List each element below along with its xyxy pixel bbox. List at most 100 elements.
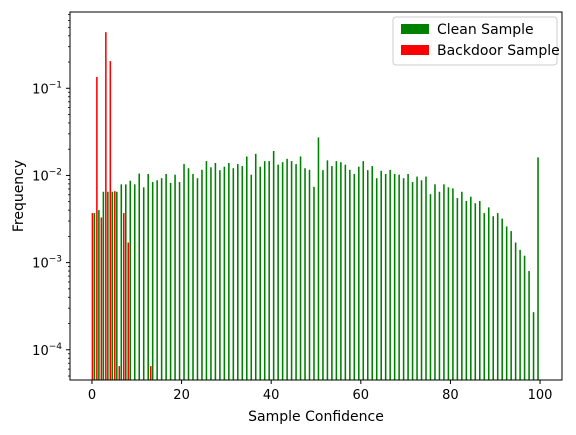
clean-sample-bar (349, 169, 351, 380)
clean-sample-bar (156, 180, 158, 380)
clean-sample-bar (487, 207, 490, 380)
y-tick-label: 10−3 (32, 255, 62, 272)
clean-sample-bar (537, 157, 539, 380)
x-tick-label: 20 (173, 388, 190, 403)
backdoor-sample-bar (149, 366, 152, 380)
clean-sample-bar (470, 196, 472, 380)
clean-sample-bar (326, 160, 329, 380)
clean-sample-bar (344, 164, 347, 380)
backdoor-sample-bar (114, 191, 116, 380)
clean-sample-bar (129, 180, 132, 380)
clean-sample-bar (366, 170, 369, 380)
clean-sample-bar (299, 156, 302, 380)
clean-sample-bar (205, 161, 208, 380)
x-axis: 0 20 40 60 80 100 (88, 380, 552, 403)
clean-sample-bar (393, 173, 396, 380)
clean-sample-bar (169, 182, 172, 380)
clean-sample-bar (483, 213, 486, 380)
clean-sample-bar (102, 191, 105, 380)
clean-sample-bar (142, 187, 145, 380)
clean-sample-bar (443, 184, 445, 380)
clean-sample-bar (98, 210, 100, 380)
clean-sample-bar (183, 164, 185, 380)
backdoor-sample-bar (118, 366, 121, 380)
clean-sample-bar (523, 255, 526, 380)
clean-sample-bar (322, 170, 324, 380)
backdoor-sample-bar (127, 242, 130, 380)
clean-sample-bar (192, 173, 194, 380)
clean-sample-bar (313, 186, 315, 380)
clean-sample-bar (353, 173, 356, 380)
y-tick-label: 10−1 (32, 80, 62, 97)
clean-sample-bar (317, 137, 320, 380)
clean-sample-bar (214, 162, 217, 380)
clean-sample-bar (461, 191, 463, 380)
clean-sample-bar (116, 191, 118, 380)
backdoor-sample-bar (96, 76, 98, 380)
clean-sample-bar (402, 178, 405, 380)
y-axis: 10−4 10−3 10−2 10−1 (32, 14, 70, 377)
clean-sample-bar (281, 162, 284, 380)
legend-label-clean-sample: Clean Sample (437, 22, 534, 38)
clean-sample-bar (501, 218, 503, 380)
clean-sample-bar (93, 213, 96, 380)
clean-sample-bar (371, 166, 374, 380)
clean-sample-bar (250, 174, 253, 380)
clean-sample-bar (259, 166, 261, 380)
clean-sample-bar (384, 173, 387, 380)
clean-sample-bar (272, 150, 275, 380)
y-tick-label: 10−4 (32, 342, 62, 359)
clean-sample-bar (147, 173, 149, 380)
backdoor-sample-bar (100, 217, 103, 380)
clean-sample-bar (125, 184, 127, 380)
x-axis-label: Sample Confidence (248, 409, 384, 425)
legend-box (392, 16, 558, 66)
clean-sample-bar (505, 226, 508, 380)
clean-sample-bar (138, 173, 141, 380)
clean-sample-bar (335, 161, 338, 380)
clean-sample-bar (447, 187, 450, 380)
x-tick-label: 40 (263, 388, 280, 403)
legend-swatch-backdoor-sample (401, 45, 429, 55)
clean-sample-bar (514, 242, 517, 380)
clean-sample-bar (286, 158, 288, 380)
clean-sample-bar (389, 169, 391, 380)
clean-sample-bar (210, 167, 212, 380)
y-tick-label: 10−2 (32, 167, 62, 184)
legend-label-backdoor-sample: Backdoor Sample (437, 43, 560, 59)
clean-sample-bar (411, 182, 414, 380)
clean-sample-bar (331, 166, 333, 380)
clean-sample-bar (245, 156, 248, 380)
x-tick-label: 60 (353, 388, 370, 403)
clean-sample-bar (420, 180, 423, 380)
clean-sample-bar (434, 184, 436, 380)
clean-sample-bar (178, 182, 181, 380)
clean-sample-bar (107, 191, 109, 380)
clean-sample-bar (160, 178, 163, 380)
x-tick-label: 80 (442, 388, 459, 403)
backdoor-sample-bar (105, 32, 107, 380)
clean-sample-bar (120, 184, 123, 380)
legend-swatch-clean-sample (401, 24, 429, 34)
legend: Clean Sample Backdoor Sample (392, 16, 560, 66)
clean-sample-bar (492, 216, 494, 380)
clean-sample-bar (237, 164, 239, 380)
clean-sample-bar (304, 168, 306, 380)
clean-sample-bar (340, 162, 342, 380)
clean-sample-bar (358, 166, 360, 380)
clean-sample-bar (429, 194, 432, 380)
x-tick-label: 0 (88, 388, 96, 403)
backdoor-sample-bar (109, 61, 112, 380)
clean-sample-bar (232, 168, 235, 380)
clean-sample-bar (528, 271, 530, 380)
backdoor-sample-bar (122, 213, 125, 380)
clean-sample-bar (510, 231, 512, 380)
clean-sample-bar (308, 169, 311, 380)
clean-sample-bar (380, 170, 382, 380)
clean-sample-bar (133, 184, 136, 380)
clean-sample-bar (290, 161, 293, 380)
clean-sample-bar (196, 178, 199, 380)
clean-sample-bar (223, 166, 226, 380)
clean-sample-bar (111, 191, 114, 380)
clean-sample-bar (165, 173, 167, 380)
